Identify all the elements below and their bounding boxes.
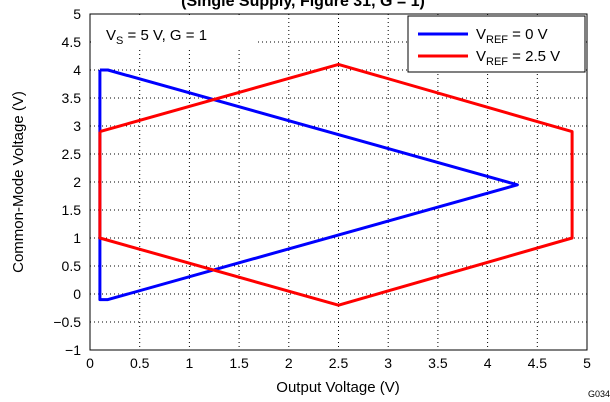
legend-label-vref-0: VREF = 0 V bbox=[476, 26, 548, 46]
y-tick-label: 4 bbox=[73, 62, 81, 78]
y-tick-label: 2.5 bbox=[62, 146, 82, 162]
y-tick-label: 5 bbox=[73, 6, 81, 22]
y-tick-label: 0.5 bbox=[62, 258, 82, 274]
x-axis-label: Output Voltage (V) bbox=[276, 379, 399, 396]
y-tick-label: 1.5 bbox=[62, 202, 82, 218]
chart-title: (Single Supply, Figure 31, G = 1) bbox=[181, 0, 425, 10]
x-tick-label: 4 bbox=[484, 355, 492, 371]
x-tick-label: 1 bbox=[186, 355, 194, 371]
legend: VREF = 0 V VREF = 2.5 V bbox=[407, 15, 586, 73]
y-tick-label: 2 bbox=[73, 174, 81, 190]
x-tick-label: 0 bbox=[86, 355, 94, 371]
x-tick-label: 0.5 bbox=[130, 355, 150, 371]
x-tick-label: 1.5 bbox=[229, 355, 249, 371]
series-line-1 bbox=[98, 62, 574, 307]
y-tick-label: −0.5 bbox=[53, 314, 81, 330]
y-tick-label: −1 bbox=[65, 342, 81, 358]
annotation-box: VS = 5 V, G = 1 bbox=[92, 16, 258, 48]
y-tick-label: 3 bbox=[73, 118, 81, 134]
y-tick-label: 0 bbox=[73, 286, 81, 302]
y-tick-label: 1 bbox=[73, 230, 81, 246]
figure-code: G034 bbox=[588, 389, 610, 399]
legend-label-vref-2-5: VREF = 2.5 V bbox=[476, 48, 560, 68]
series-line-0 bbox=[98, 68, 519, 302]
x-tick-label: 3 bbox=[384, 355, 392, 371]
x-tick-label: 4.5 bbox=[528, 355, 548, 371]
x-tick-label: 2 bbox=[285, 355, 293, 371]
x-tick-label: 2.5 bbox=[329, 355, 349, 371]
annotation-text: VS = 5 V, G = 1 bbox=[106, 27, 207, 47]
plot-frame bbox=[89, 13, 588, 351]
x-tick-label: 3.5 bbox=[428, 355, 448, 371]
x-tick-label: 5 bbox=[583, 355, 591, 371]
legend-box bbox=[407, 15, 586, 73]
annotation-background bbox=[92, 16, 258, 48]
y-tick-label: 4.5 bbox=[62, 34, 82, 50]
y-axis-label: Common-Mode Voltage (V) bbox=[10, 91, 27, 273]
y-tick-label: 3.5 bbox=[62, 90, 82, 106]
